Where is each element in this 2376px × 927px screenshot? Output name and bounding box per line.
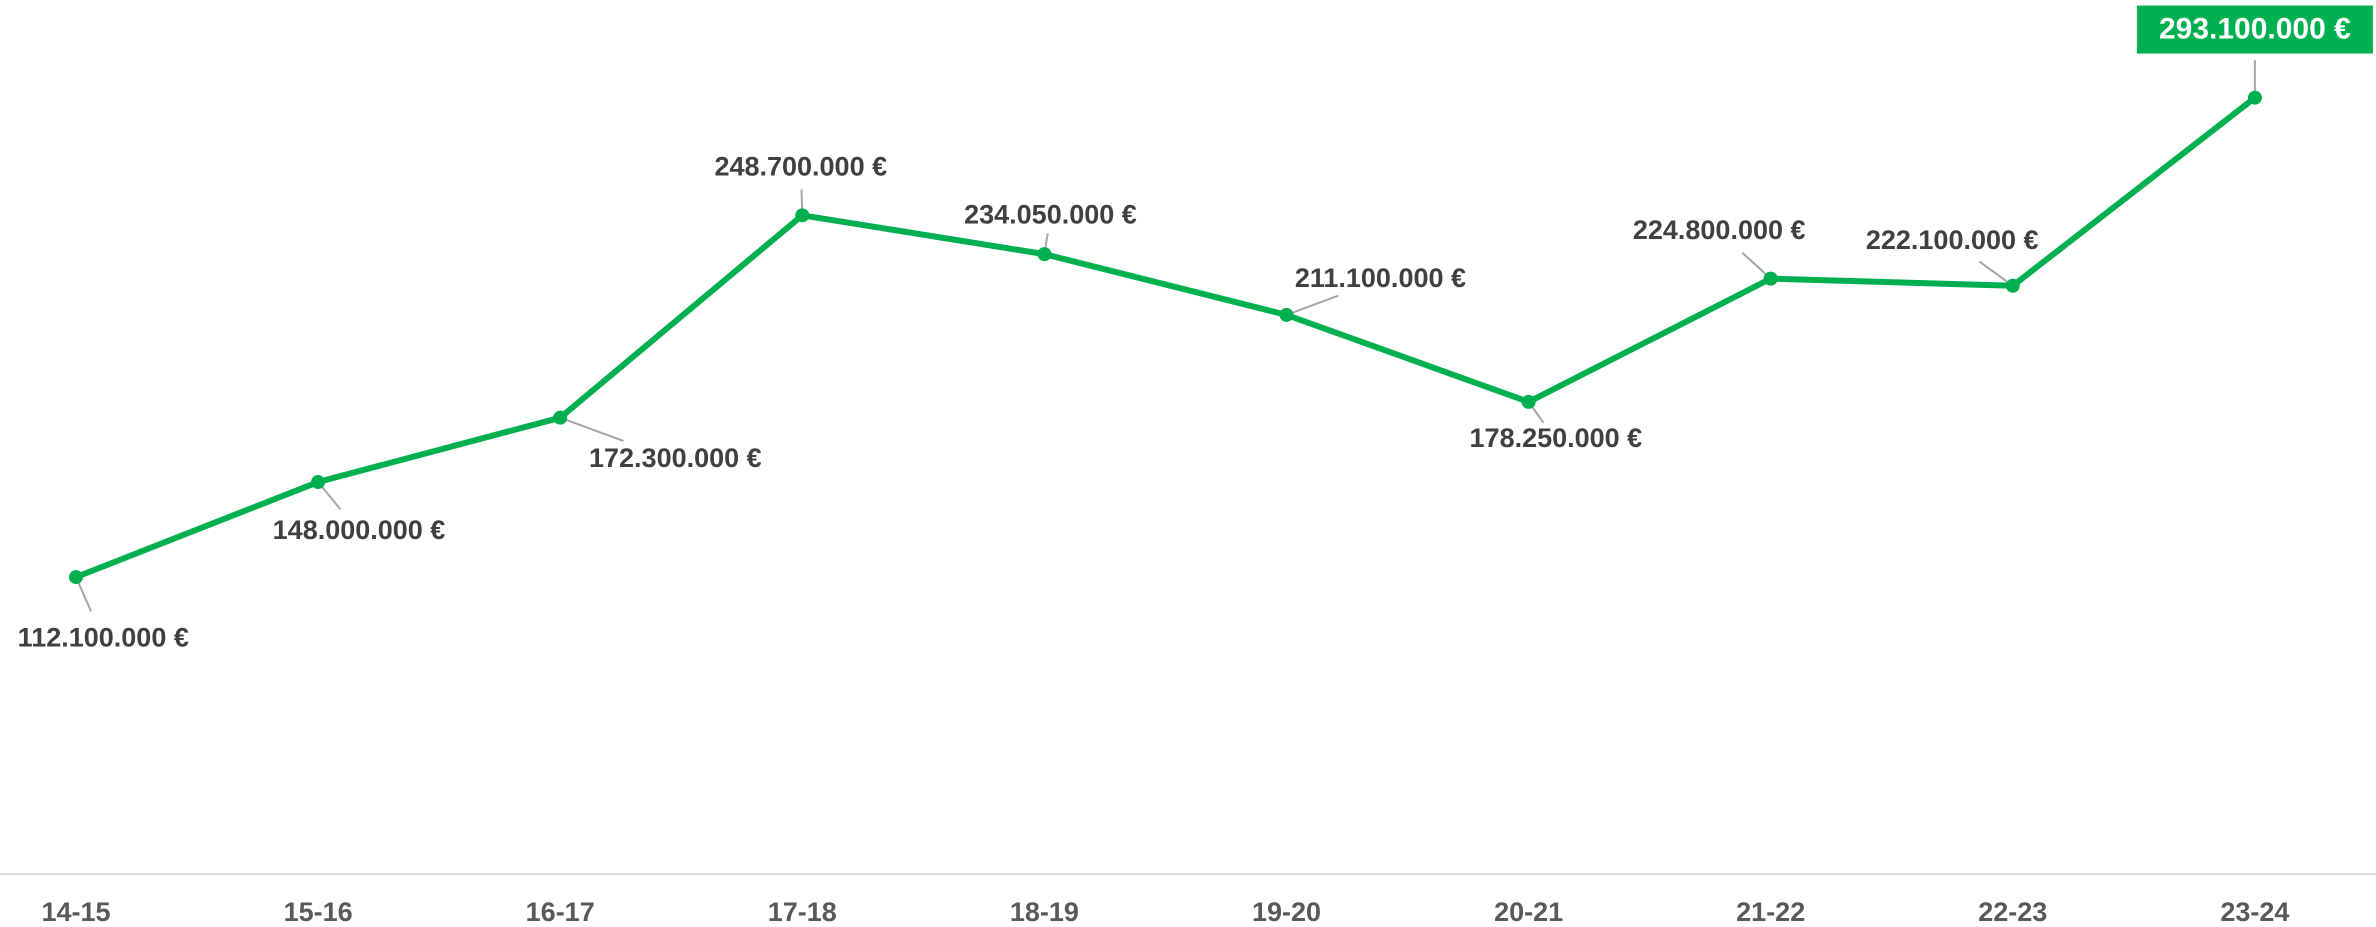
point: [69, 570, 83, 585]
x-tick-label: 21-22: [1736, 897, 1805, 927]
value-label: 222.100.000 €: [1866, 225, 2039, 255]
x-tick-label: 23-24: [2220, 897, 2289, 927]
point: [553, 410, 568, 425]
point: [311, 475, 326, 490]
value-label: 248.700.000 €: [714, 151, 887, 181]
value-label: 178.250.000 €: [1470, 423, 1643, 453]
x-tick-label: 15-16: [284, 897, 353, 927]
point: [1037, 247, 1052, 262]
point: [2247, 90, 2262, 105]
x-tick-label: 19-20: [1252, 897, 1321, 927]
x-tick-label: 14-15: [41, 897, 110, 927]
value-label: 234.050.000 €: [964, 199, 1137, 229]
value-label: 293.100.000 €: [2159, 12, 2351, 45]
value-label: 211.100.000 €: [1295, 263, 1466, 293]
leader-line: [559, 416, 624, 442]
value-label: 112.100.000 €: [18, 622, 189, 652]
line: [74, 95, 2257, 580]
point: [1763, 271, 1778, 286]
leader-line: [1286, 294, 1339, 316]
x-tick-label: 16-17: [526, 897, 595, 927]
point: [1279, 307, 1294, 322]
point: [2005, 278, 2020, 293]
x-tick-label: 17-18: [768, 897, 837, 927]
x-tick-label: 20-21: [1494, 897, 1563, 927]
x-tick-label: 18-19: [1010, 897, 1079, 927]
point: [1521, 394, 1536, 409]
x-tick-label: 22-23: [1978, 897, 2047, 927]
value-label: 224.800.000 €: [1633, 215, 1806, 245]
point: [795, 208, 810, 223]
value-label: 148.000.000 €: [273, 515, 446, 545]
label-box: [2136, 5, 2373, 54]
value-label: 172.300.000 €: [589, 443, 762, 473]
